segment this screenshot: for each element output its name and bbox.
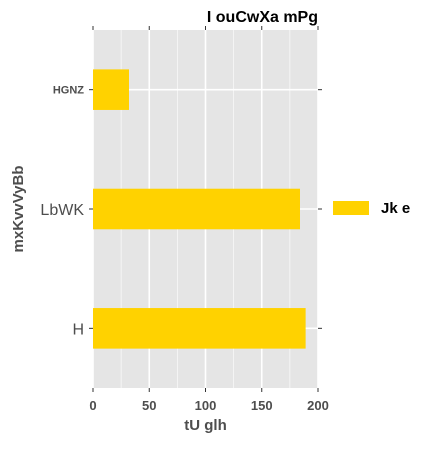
x-tick-label: 200 bbox=[307, 398, 329, 413]
y-tick-label: H bbox=[72, 321, 84, 338]
bars bbox=[93, 69, 306, 349]
y-tick-label: LbWK bbox=[40, 202, 84, 219]
x-tick-label: 150 bbox=[251, 398, 273, 413]
x-axis-title: tU glh bbox=[184, 417, 227, 434]
bar bbox=[93, 188, 300, 230]
y-tick-label: HGNZ bbox=[53, 85, 84, 97]
y-axis-title: mxKvvVyBb bbox=[10, 166, 27, 253]
y-axis-ticks: HGNZ LbWK H bbox=[40, 85, 322, 338]
bar bbox=[93, 69, 129, 110]
legend-label: Jk e bbox=[381, 200, 410, 217]
legend-key-swatch bbox=[333, 201, 369, 215]
x-axis-ticks: 0 50 100 150 200 bbox=[89, 26, 329, 413]
x-tick-label: 100 bbox=[195, 398, 217, 413]
chart-title: I ouCwXa mPg bbox=[207, 9, 318, 26]
x-tick-label: 0 bbox=[89, 398, 96, 413]
bar bbox=[93, 308, 306, 349]
x-tick-label: 50 bbox=[142, 398, 156, 413]
legend: Jk e bbox=[333, 200, 410, 217]
